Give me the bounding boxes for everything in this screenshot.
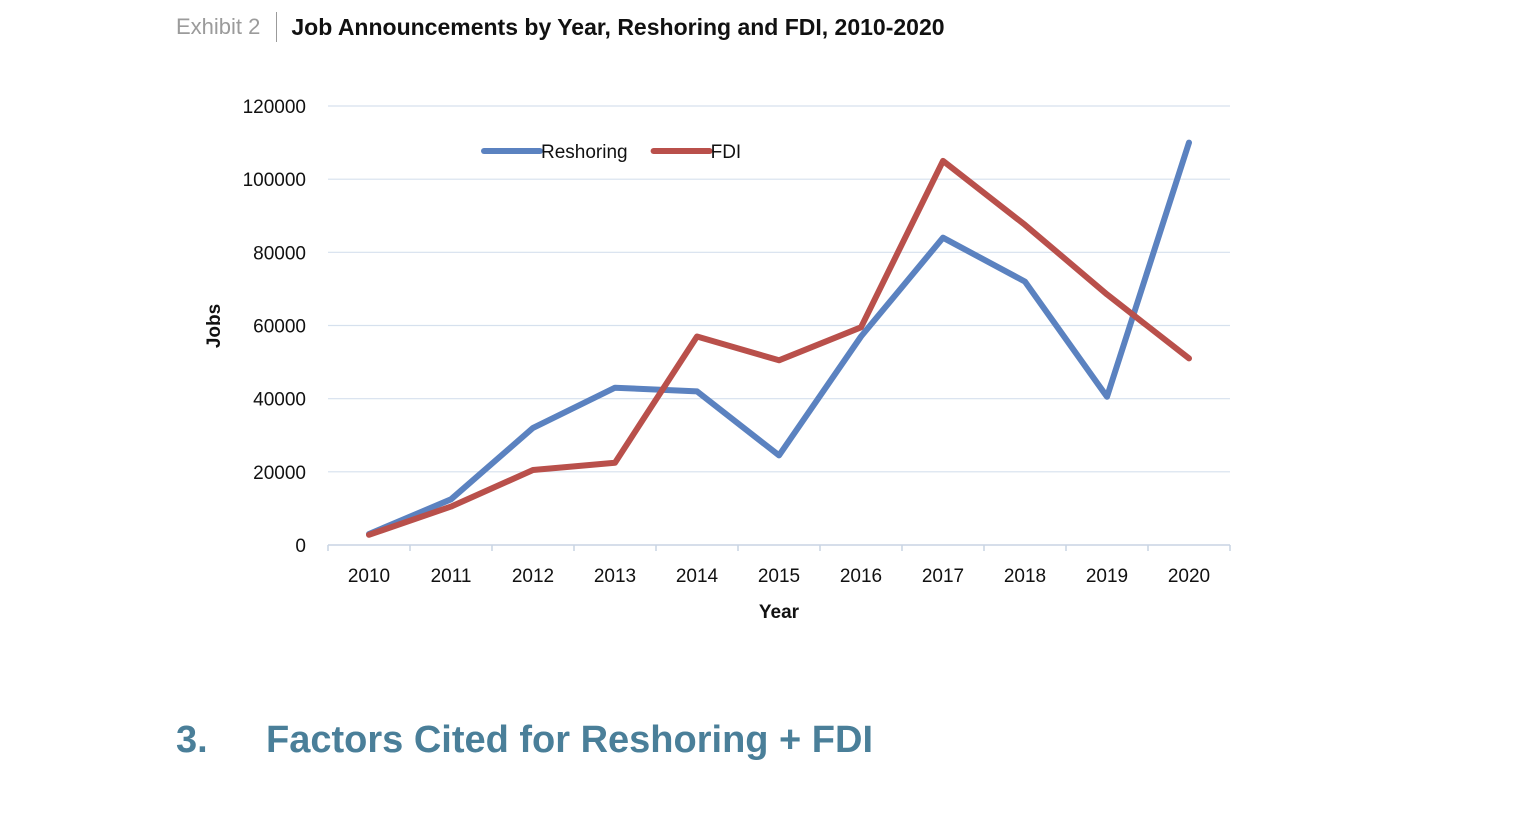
x-tick-label: 2012 (512, 566, 554, 587)
x-tick-label: 2010 (348, 566, 390, 587)
series-line-reshoring (366, 139, 1192, 537)
x-tick-label: 2018 (1004, 566, 1046, 587)
x-axis (327, 544, 1231, 551)
x-tick-label: 2011 (431, 566, 472, 587)
x-tick-label: 2017 (922, 566, 964, 587)
y-tick-label: 120000 (243, 97, 306, 118)
legend-label-reshoring: Reshoring (541, 142, 628, 163)
x-tick-label: 2015 (758, 566, 800, 587)
x-tick-label: 2013 (594, 566, 636, 587)
y-tick-label: 40000 (253, 390, 306, 411)
y-tick-label: 20000 (253, 463, 306, 484)
y-axis-title: Jobs (204, 304, 225, 348)
gridlines (328, 105, 1230, 473)
x-axis-title: Year (759, 602, 800, 623)
exhibit-title: Job Announcements by Year, Reshoring and… (291, 13, 945, 40)
exhibit-header: Exhibit 2 Job Announcements by Year, Res… (176, 10, 945, 44)
y-tick-label: 100000 (243, 170, 306, 191)
legend-label-fdi: FDI (711, 142, 742, 163)
x-tick-labels: 2010 2011 2012 2013 2014 2015 2016 2017 2018 2019… (348, 566, 1210, 587)
series-lines (366, 139, 1192, 538)
legend: Reshoring FDI (481, 142, 742, 163)
x-tick-label: 2016 (840, 566, 882, 587)
x-tick-label: 2020 (1168, 566, 1210, 587)
y-tick-label: 80000 (253, 243, 306, 264)
section-title: Factors Cited for Reshoring + FDI (266, 718, 874, 761)
y-tick-label: 60000 (253, 317, 306, 338)
section-heading: 3. Factors Cited for Reshoring + FDI (176, 712, 873, 768)
x-tick-label: 2019 (1086, 566, 1128, 587)
x-tick-label: 2014 (676, 566, 719, 587)
y-tick-label: 0 (295, 536, 306, 557)
y-tick-labels: 0 20000 40000 60000 80000 100000 120000 (243, 97, 306, 557)
exhibit-label: Exhibit 2 (176, 14, 261, 39)
section-number: 3. (176, 718, 208, 761)
series-line-fdi (366, 157, 1192, 538)
exhibit-separator (276, 12, 278, 42)
